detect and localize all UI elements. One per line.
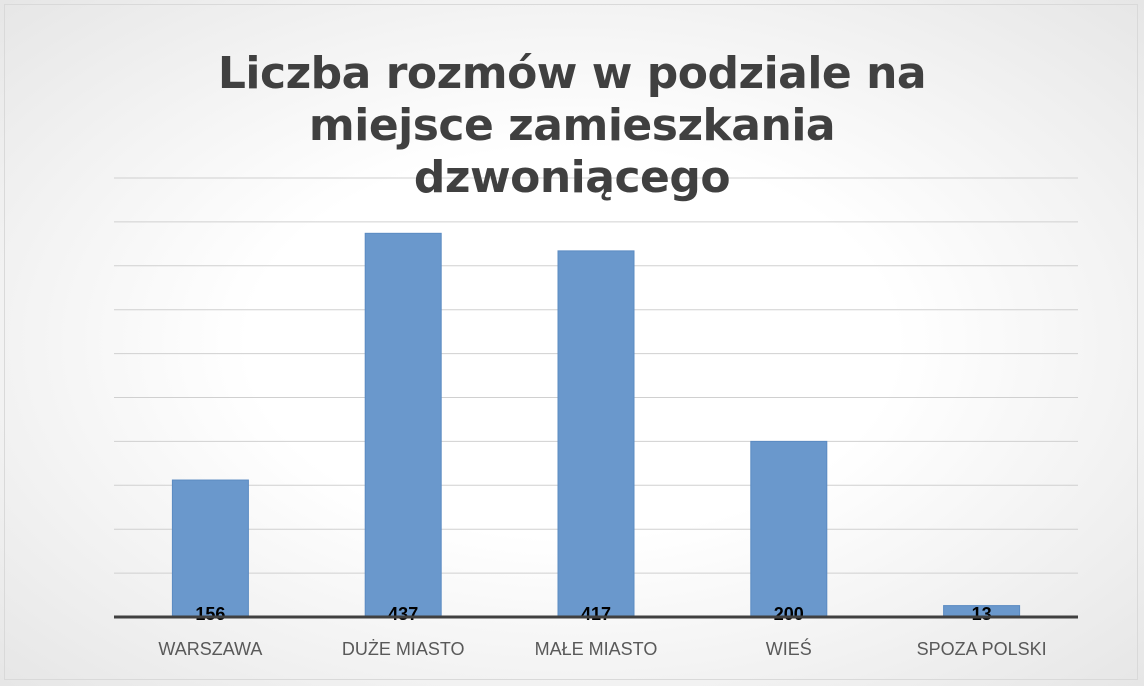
x-tick-label: MAŁE MIASTO bbox=[535, 639, 658, 659]
x-tick-label: SPOZA POLSKI bbox=[917, 639, 1047, 659]
bar bbox=[364, 232, 442, 618]
x-tick-label: WARSZAWA bbox=[158, 639, 262, 659]
bar bbox=[750, 440, 828, 618]
bar bbox=[557, 250, 635, 618]
data-label: 156 bbox=[195, 604, 225, 624]
x-tick-label: WIEŚ bbox=[766, 638, 812, 659]
x-tick-label: DUŻE MIASTO bbox=[342, 639, 465, 659]
data-label: 200 bbox=[774, 604, 804, 624]
chart-border bbox=[4, 4, 1138, 680]
data-label: 437 bbox=[388, 604, 418, 624]
data-label: 417 bbox=[581, 604, 611, 624]
data-label: 13 bbox=[972, 604, 992, 624]
bar bbox=[171, 479, 249, 618]
chart-title: Liczba rozmów w podziale na miejsce zami… bbox=[217, 48, 927, 203]
